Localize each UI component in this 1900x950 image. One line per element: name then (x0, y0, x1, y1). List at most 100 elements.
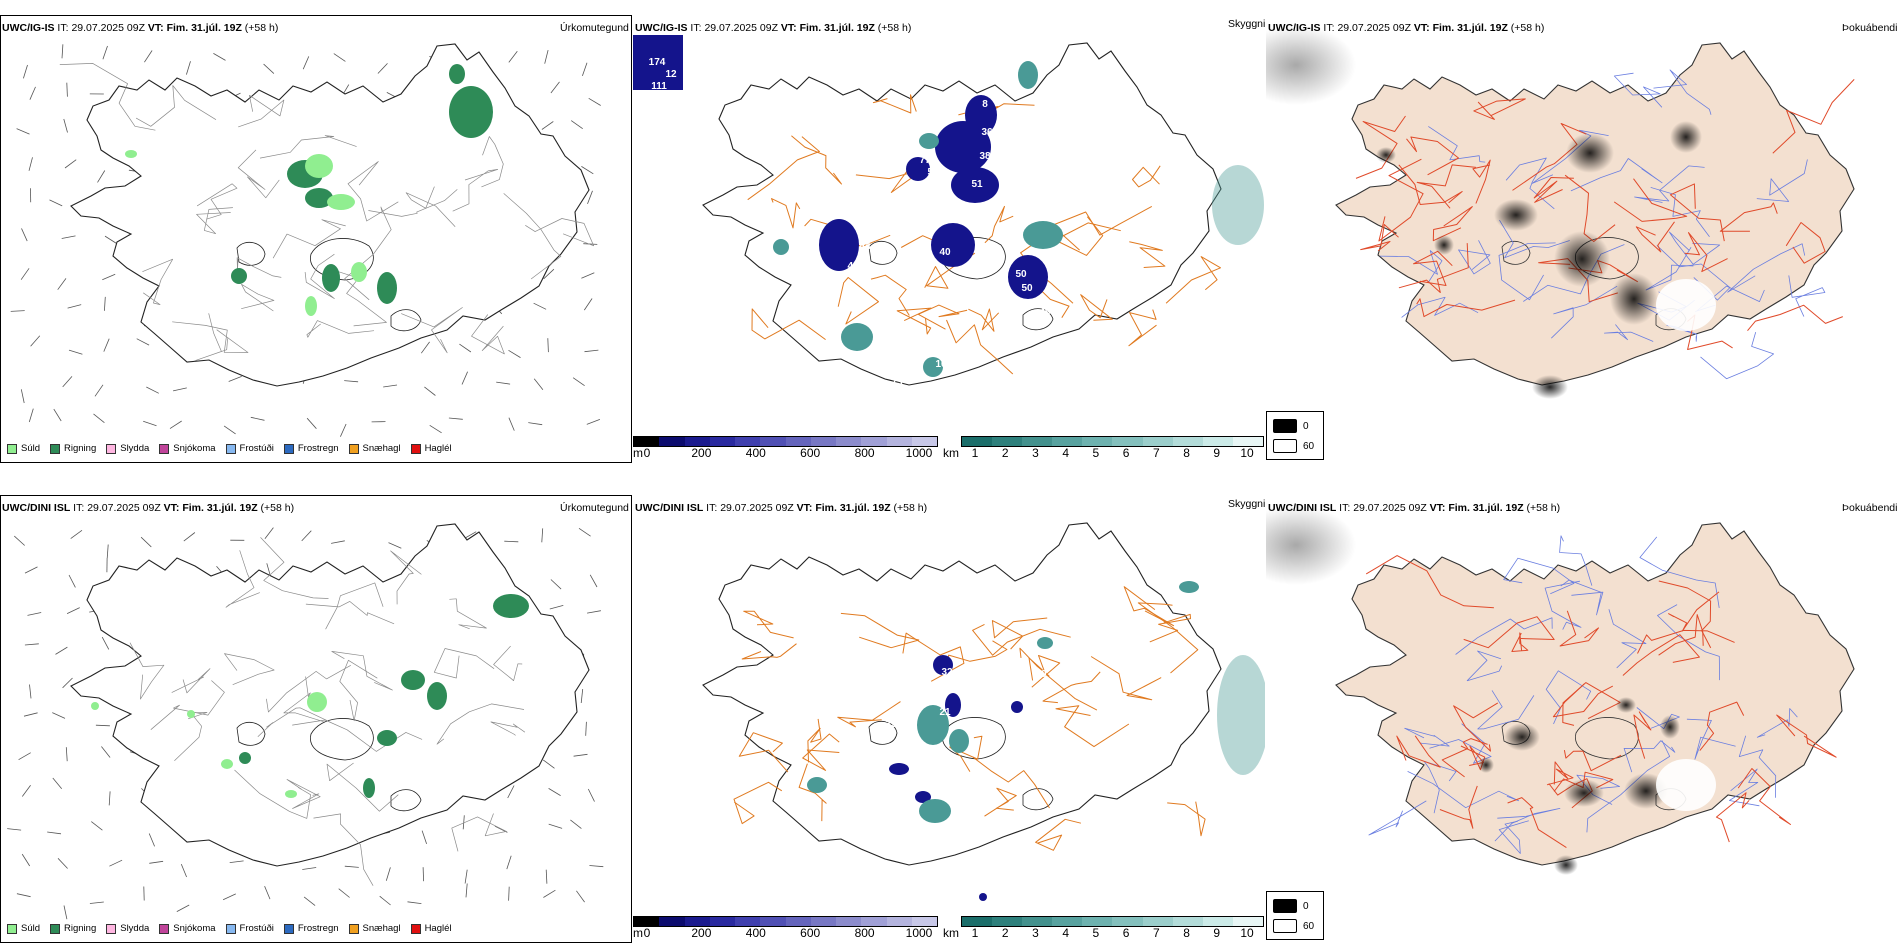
cloud-base-value-label: 48 (897, 345, 909, 356)
colorbar-tick-label: 200 (691, 446, 712, 460)
wind-barb (66, 607, 80, 614)
road-line (1560, 579, 1604, 616)
road-line (984, 787, 1017, 817)
colorbar-segment (1202, 917, 1233, 926)
road-line (738, 732, 789, 773)
wind-barb (338, 888, 350, 898)
iceland-map (70, 523, 590, 886)
road-line (283, 676, 324, 723)
road-line (292, 719, 423, 752)
road-line (368, 189, 458, 217)
wind-barb (62, 376, 73, 388)
wind-barb (344, 865, 359, 868)
wind-barb (333, 53, 346, 62)
coastline (70, 43, 590, 387)
wind-barb (507, 785, 515, 799)
fog-index-area (1616, 697, 1636, 713)
cloud-base-value-label: 50 (1021, 283, 1033, 294)
road-line (1700, 331, 1774, 380)
wind-barb (508, 886, 510, 901)
cloud-base-value-label: 40 (879, 197, 891, 208)
precip-map-row2 (7, 523, 604, 920)
colorbar-segment (634, 437, 660, 446)
road-line (1080, 294, 1113, 321)
low-visibility-area (949, 729, 969, 753)
rain-area (231, 268, 247, 284)
fog-panel-row1 (1266, 15, 1900, 463)
road-line (1396, 735, 1441, 768)
wind-barb (55, 646, 68, 655)
colorbar-segment (684, 437, 710, 446)
fog-index-area (1554, 855, 1578, 875)
road-line (1756, 159, 1808, 202)
road-line (1559, 535, 1593, 586)
road-line (260, 537, 329, 599)
wind-barb (23, 712, 38, 717)
colorbar-tick-label: 10 (1240, 926, 1254, 940)
colorbar-tick-label: 7 (1152, 446, 1160, 460)
panel-title-precip-row1: Úrkomutegund (560, 22, 629, 34)
precip-legend-item: Snjókoma (159, 443, 216, 454)
wind-barb (21, 228, 28, 242)
wind-barb (97, 170, 106, 183)
wind-barb (572, 377, 585, 387)
colorbar-segment (836, 917, 862, 926)
wind-barb (377, 63, 388, 74)
wind-barb (61, 235, 76, 239)
cloud-base-value-label: 38 (979, 151, 991, 162)
precip-legend-swatch (348, 443, 359, 454)
road-line (1533, 177, 1574, 203)
cloud-area (819, 219, 859, 271)
road-line (1634, 165, 1705, 203)
wind-barb (91, 821, 103, 831)
road-line (840, 612, 920, 649)
road-line (949, 735, 983, 772)
coastline (1335, 522, 1855, 866)
road-line (1406, 136, 1459, 176)
rain-area (377, 272, 397, 304)
drizzle-area (91, 702, 99, 710)
road-line (313, 813, 374, 886)
road-line (1613, 178, 1688, 222)
wind-barb (585, 721, 587, 736)
wind-barb (463, 531, 477, 539)
road-line (1669, 231, 1721, 265)
wind-barb (140, 536, 152, 548)
road-line (344, 206, 392, 301)
wind-barb (101, 636, 110, 650)
wind-barb (549, 605, 564, 610)
road-line (171, 668, 211, 694)
road-line (1123, 586, 1175, 627)
panel-title-fog-row1: Þokuábendi (1842, 22, 1898, 34)
glacier-outline (390, 309, 422, 332)
wind-barb (543, 889, 556, 898)
wind-barb (66, 82, 68, 97)
cloud-base-value-label: 21 (887, 167, 899, 178)
cloud-panel-row2: 32 46 21 33 60 65 65 (633, 495, 1265, 943)
wind-barb (576, 890, 585, 903)
wind-barb (23, 64, 28, 79)
rain-area (322, 264, 340, 292)
colorbar-segment (962, 437, 993, 446)
colorbar-segment (1112, 437, 1143, 446)
wind-barb (581, 272, 595, 279)
wind-barb (21, 785, 31, 797)
colorbar-tick-label: 400 (745, 446, 766, 460)
road-line (1416, 298, 1516, 318)
colorbar-segment (1022, 437, 1053, 446)
wind-barb (583, 298, 593, 311)
wind-barb (573, 753, 588, 757)
fog-panel-row2 (1266, 495, 1900, 943)
cloud-base-value-label: 111 (651, 81, 667, 92)
wind-barb (102, 45, 108, 60)
precip-legend-swatch (50, 443, 61, 454)
wind-barb (101, 746, 111, 758)
wind-barb (420, 341, 430, 354)
cloud-base-value-label: 69 (1025, 115, 1037, 126)
wind-barb (57, 278, 67, 290)
cloud-base-value-label: 60 (1035, 669, 1047, 680)
low-visibility-area (1023, 221, 1063, 249)
colorbar-segment (760, 917, 786, 926)
colorbar-segment (992, 917, 1023, 926)
